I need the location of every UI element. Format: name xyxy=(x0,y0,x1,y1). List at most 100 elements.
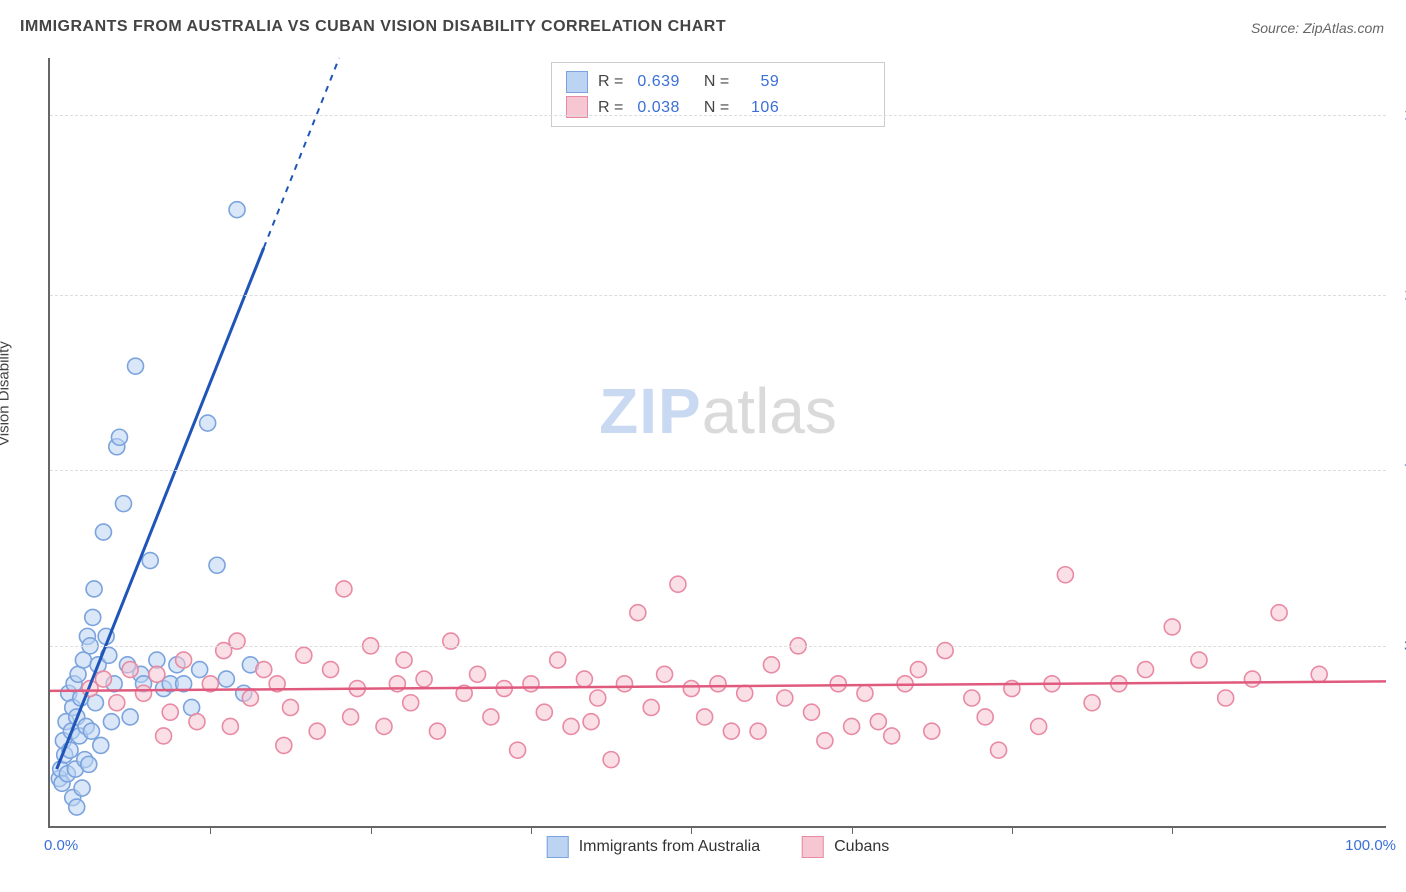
y-tick-label: 3.8% xyxy=(1394,637,1406,654)
legend-swatch xyxy=(566,71,588,93)
data-point xyxy=(218,671,234,687)
data-point xyxy=(763,657,779,673)
data-point xyxy=(69,799,85,815)
data-point xyxy=(964,690,980,706)
data-point xyxy=(697,709,713,725)
data-point xyxy=(523,676,539,692)
chart-source: Source: ZipAtlas.com xyxy=(1251,20,1384,36)
data-point xyxy=(95,671,111,687)
data-point xyxy=(857,685,873,701)
data-point xyxy=(296,647,312,663)
legend-row: R =0.639N =59 xyxy=(566,69,866,95)
data-point xyxy=(136,685,152,701)
data-point xyxy=(657,666,673,682)
gridline xyxy=(50,295,1386,296)
x-tick-min: 0.0% xyxy=(44,837,78,854)
legend-swatch xyxy=(547,836,569,858)
data-point xyxy=(343,709,359,725)
chart-title: IMMIGRANTS FROM AUSTRALIA VS CUBAN VISIO… xyxy=(20,18,726,36)
data-point xyxy=(86,581,102,597)
data-point xyxy=(1138,662,1154,678)
data-point xyxy=(737,685,753,701)
data-point xyxy=(323,662,339,678)
data-point xyxy=(309,723,325,739)
data-point xyxy=(991,742,1007,758)
y-tick-label: 15.0% xyxy=(1394,106,1406,123)
data-point xyxy=(111,429,127,445)
trend-line-dashed xyxy=(264,58,339,248)
correlation-legend: R =0.639N =59R =0.038N =106 xyxy=(551,62,885,127)
scatter-svg xyxy=(50,58,1386,826)
data-point xyxy=(396,652,412,668)
series-legend: Immigrants from AustraliaCubans xyxy=(547,836,890,858)
data-point xyxy=(910,662,926,678)
x-tick-mark xyxy=(371,826,372,834)
data-point xyxy=(200,415,216,431)
data-point xyxy=(1244,671,1260,687)
legend-row: R =0.038N =106 xyxy=(566,95,866,121)
data-point xyxy=(550,652,566,668)
legend-n-prefix: N = xyxy=(704,69,729,95)
x-tick-mark xyxy=(1172,826,1173,834)
data-point xyxy=(1191,652,1207,668)
data-point xyxy=(723,723,739,739)
x-tick-mark xyxy=(1012,826,1013,834)
data-point xyxy=(192,662,208,678)
data-point xyxy=(109,695,125,711)
legend-r-prefix: R = xyxy=(598,95,623,121)
data-point xyxy=(510,742,526,758)
data-point xyxy=(189,714,205,730)
legend-r-value: 0.639 xyxy=(637,69,680,95)
data-point xyxy=(242,690,258,706)
data-point xyxy=(81,756,97,772)
plot-area: ZIPatlas R =0.639N =59R =0.038N =106 0.0… xyxy=(48,58,1386,828)
data-point xyxy=(483,709,499,725)
data-point xyxy=(1271,605,1287,621)
data-point xyxy=(536,704,552,720)
data-point xyxy=(403,695,419,711)
legend-swatch xyxy=(802,836,824,858)
data-point xyxy=(1084,695,1100,711)
x-tick-mark xyxy=(691,826,692,834)
legend-label: Immigrants from Australia xyxy=(579,838,760,856)
source-value: ZipAtlas.com xyxy=(1303,20,1384,36)
data-point xyxy=(924,723,940,739)
data-point xyxy=(1164,619,1180,635)
data-point xyxy=(870,714,886,730)
gridline xyxy=(50,470,1386,471)
legend-n-value: 106 xyxy=(743,95,779,121)
data-point xyxy=(1057,567,1073,583)
data-point xyxy=(683,681,699,697)
data-point xyxy=(276,737,292,753)
data-point xyxy=(1218,690,1234,706)
x-tick-max: 100.0% xyxy=(1345,837,1396,854)
data-point xyxy=(156,728,172,744)
data-point xyxy=(83,723,99,739)
data-point xyxy=(590,690,606,706)
data-point xyxy=(603,752,619,768)
data-point xyxy=(643,699,659,715)
data-point xyxy=(416,671,432,687)
x-tick-mark xyxy=(852,826,853,834)
data-point xyxy=(229,202,245,218)
data-point xyxy=(336,581,352,597)
x-tick-mark xyxy=(210,826,211,834)
data-point xyxy=(93,737,109,753)
data-point xyxy=(817,733,833,749)
data-point xyxy=(884,728,900,744)
data-point xyxy=(222,718,238,734)
data-point xyxy=(630,605,646,621)
data-point xyxy=(95,524,111,540)
data-point xyxy=(142,553,158,569)
data-point xyxy=(830,676,846,692)
data-point xyxy=(128,358,144,374)
data-point xyxy=(583,714,599,730)
data-point xyxy=(122,662,138,678)
data-point xyxy=(115,496,131,512)
data-point xyxy=(804,704,820,720)
data-point xyxy=(149,666,165,682)
data-point xyxy=(209,557,225,573)
x-tick-mark xyxy=(531,826,532,834)
data-point xyxy=(576,671,592,687)
gridline xyxy=(50,115,1386,116)
